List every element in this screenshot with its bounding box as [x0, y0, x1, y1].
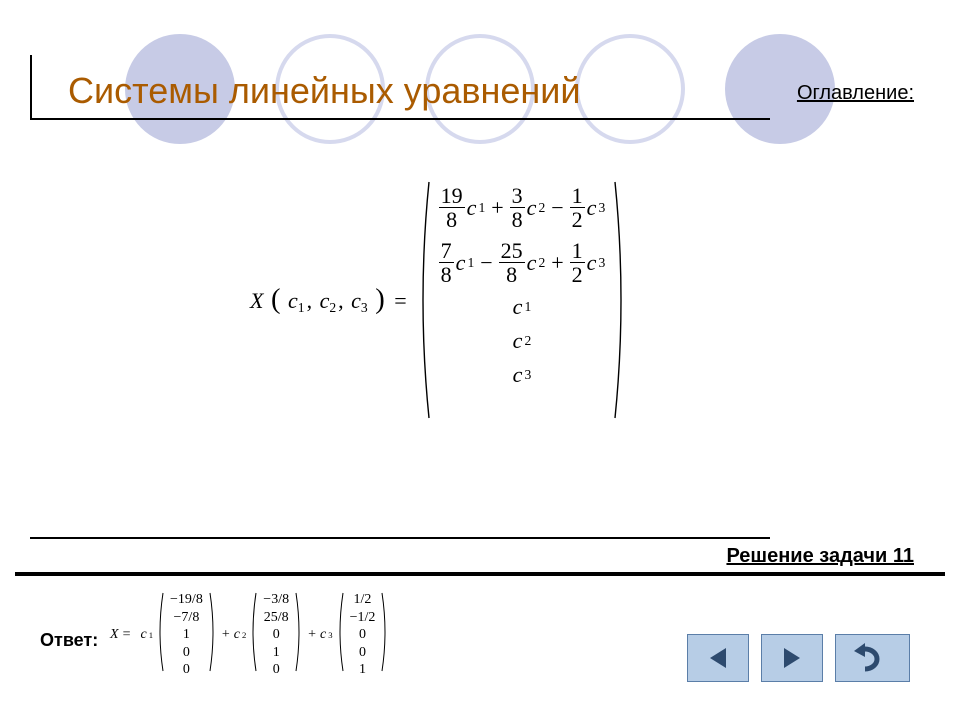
paren-left — [415, 180, 431, 420]
chevron-left-icon — [704, 646, 732, 670]
footer-rule-main — [15, 572, 945, 576]
chevron-right-icon — [778, 646, 806, 670]
title-rule — [30, 118, 770, 120]
formula-matrix: 198c1+38c2−12c3 78c1−258c2+12c3 c1 c2 c3 — [415, 180, 630, 420]
nav-controls — [687, 634, 910, 682]
next-button[interactable] — [761, 634, 823, 682]
return-icon — [851, 643, 895, 673]
toc-link[interactable]: Оглавление: — [797, 82, 914, 105]
page-title: Системы линейных уравнений — [68, 70, 581, 112]
matrix-row: c3 — [439, 362, 606, 388]
prev-button[interactable] — [687, 634, 749, 682]
matrix-row: 78c1−258c2+12c3 — [439, 239, 606, 286]
main-formula: X ( c1, c2, c3 ) = 198c1+38c2−12c3 78c1−2… — [250, 180, 710, 420]
answer-label: Ответ: — [40, 630, 98, 651]
problem-link[interactable]: Решение задачи 11 — [726, 545, 914, 568]
footer-rule-top — [30, 537, 770, 539]
paren-right — [613, 180, 629, 420]
answer-formula: X=c1−19/8−7/8100+ c2−3/825/8010+ c31/2−1… — [110, 590, 390, 680]
matrix-row: c1 — [439, 294, 606, 320]
back-button[interactable] — [835, 634, 910, 682]
circle-4 — [575, 34, 685, 144]
formula-lhs: X ( c1, c2, c3 ) = — [250, 284, 409, 316]
matrix-row: 198c1+38c2−12c3 — [439, 184, 606, 231]
matrix-row: c2 — [439, 328, 606, 354]
title-rule-vertical — [30, 55, 32, 118]
